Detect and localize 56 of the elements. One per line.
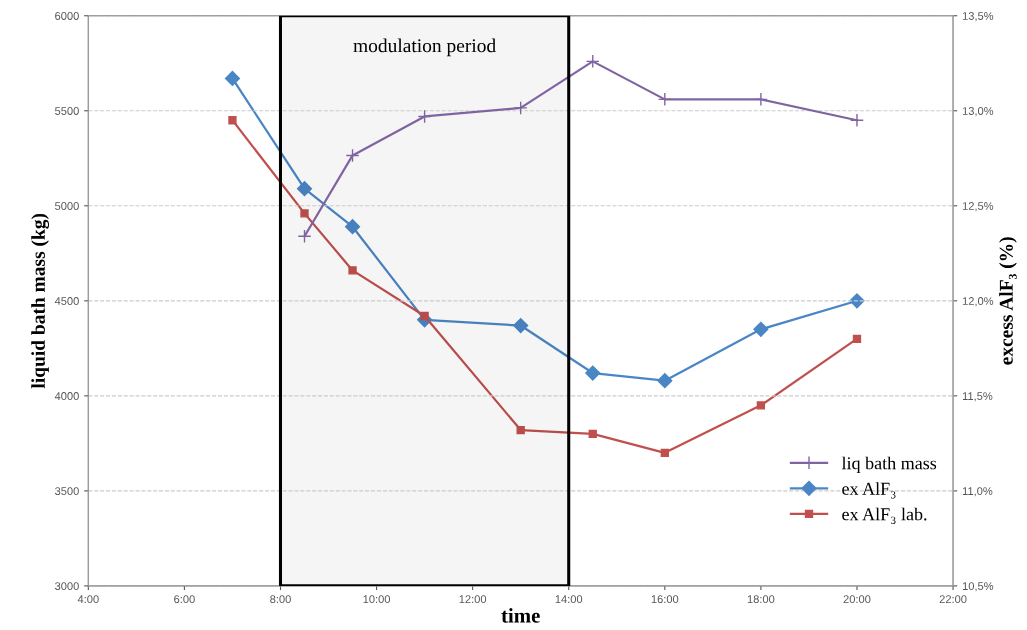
y-tick-label: 4000 <box>54 392 79 400</box>
point <box>224 70 241 87</box>
point <box>657 373 673 389</box>
point <box>417 109 432 124</box>
y-tick-label: 6000 <box>55 12 79 20</box>
legend-label: liq bath mass <box>841 456 937 474</box>
point <box>516 425 525 435</box>
point <box>513 100 528 115</box>
x-axis-title: time <box>501 608 540 623</box>
point <box>585 54 600 69</box>
point <box>588 429 597 439</box>
y-tick-label: 5000 <box>55 202 79 210</box>
point <box>657 92 672 107</box>
x-tick-label: 18:00 <box>747 595 775 604</box>
y-axis-title: liquid bath mass (kg) <box>31 213 50 389</box>
point <box>753 321 769 337</box>
x-tick-label: 4:00 <box>77 595 99 604</box>
legend-label: ex AlF₃ lab. <box>842 507 927 524</box>
band-label: modulation period <box>353 38 496 57</box>
point <box>345 148 360 163</box>
y2-tick-label: 10,5% <box>962 582 994 592</box>
point <box>852 334 862 344</box>
y2-tick-label: 11,0% <box>962 487 993 497</box>
y2-tick-label: 13,0% <box>962 107 994 117</box>
y2-tick-label: 13,5% <box>962 12 994 22</box>
y2-tick-label: 12,5% <box>962 202 994 212</box>
point <box>585 365 601 381</box>
point <box>297 229 312 244</box>
y2-axis-title: excess AlF₃ (%) <box>999 237 1017 365</box>
point <box>849 293 865 309</box>
point <box>348 266 357 275</box>
point <box>513 317 529 334</box>
point <box>420 311 429 321</box>
x-tick-label: 10:00 <box>363 595 391 604</box>
y-tick-label: 5500 <box>55 107 79 115</box>
legend-label: ex AlF₃ <box>842 482 896 499</box>
point <box>756 401 766 410</box>
x-tick-label: 22:00 <box>939 595 967 604</box>
point <box>344 219 361 235</box>
point <box>850 113 864 128</box>
point <box>228 116 237 125</box>
x-tick-label: 8:00 <box>270 595 291 604</box>
point <box>296 181 313 197</box>
y-tick-label: 3500 <box>55 487 79 496</box>
x-tick-label: 6:00 <box>174 595 195 604</box>
y2-tick-label: 12,0% <box>962 297 994 307</box>
x-tick-label: 20:00 <box>843 595 871 604</box>
y-tick-label: 4500 <box>54 297 79 305</box>
point <box>753 92 768 107</box>
y2-tick-label: 11,5% <box>962 392 993 402</box>
y-tick-label: 3000 <box>55 582 79 591</box>
x-tick-label: 14:00 <box>555 595 583 604</box>
point <box>300 209 309 218</box>
x-tick-label: 16:00 <box>651 595 679 604</box>
point <box>660 448 669 458</box>
x-tick-label: 12:00 <box>459 595 487 604</box>
